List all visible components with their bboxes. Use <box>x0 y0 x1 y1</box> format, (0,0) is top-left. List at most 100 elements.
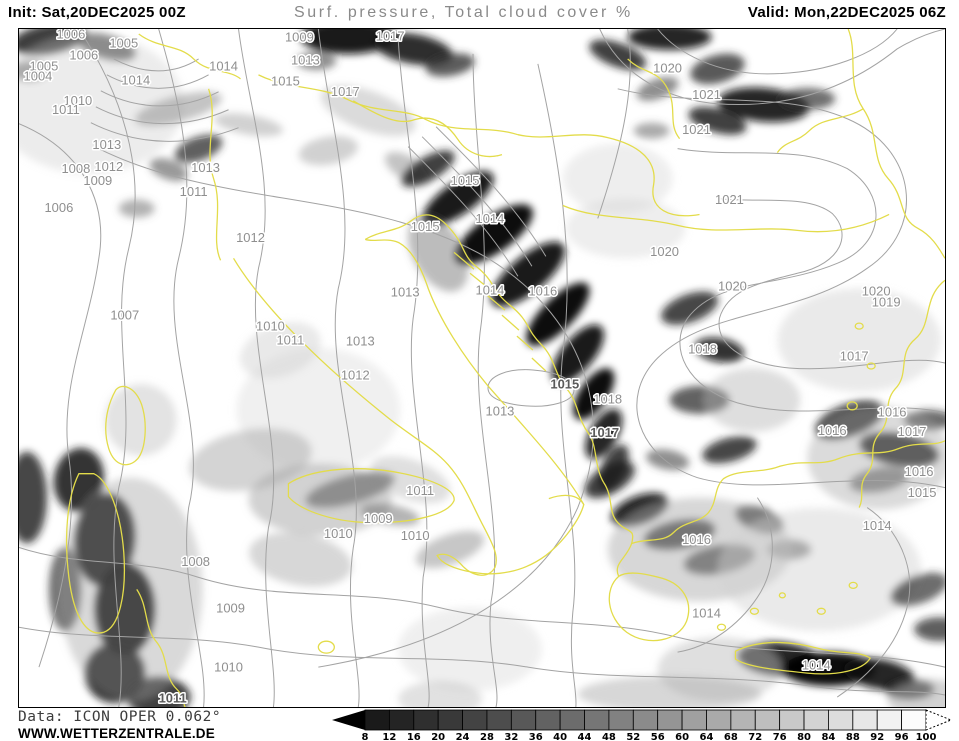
isobar-line <box>238 29 275 707</box>
colorbar-cell <box>803 709 829 731</box>
colorbar-tick-label: 76 <box>773 732 787 741</box>
coastline <box>854 322 864 330</box>
isobar-line <box>472 53 498 707</box>
isobar-line <box>421 136 533 267</box>
map-frame: 1006 1005 1006 1005 1004 1014 1014 1015 1010 1011… <box>18 28 946 708</box>
cloud-blob <box>702 436 757 464</box>
cloud-blob <box>490 241 565 307</box>
coastline <box>603 482 634 577</box>
colorbar-cell <box>876 709 903 731</box>
pressure-label: 1014 <box>802 658 831 673</box>
pressure-label: 1017 <box>331 84 360 99</box>
pressure-label: 1010 <box>401 528 430 543</box>
map-title: Surf. pressure, Total cloud cover % <box>294 4 633 21</box>
coastline <box>816 607 826 615</box>
pressure-label: 1013 <box>191 160 220 175</box>
cloud-blob <box>300 29 397 54</box>
isobar-line <box>677 497 773 653</box>
colorbar-tick-label: 68 <box>724 732 738 741</box>
data-source-label: Data: ICON OPER 0.062° <box>18 709 222 725</box>
cloud-blob <box>249 532 352 587</box>
pressure-label: 1011 <box>276 333 304 348</box>
cloud-blob <box>777 288 942 392</box>
init-time-label: Init: Sat,20DEC2025 00Z <box>8 4 186 21</box>
isobar-line <box>317 29 360 707</box>
pressure-label: 1017 <box>376 29 405 43</box>
coastline <box>846 401 858 411</box>
colorbar-tick-label: 44 <box>578 732 592 741</box>
pressure-label: 1010 <box>63 93 92 108</box>
isobar-line <box>397 38 430 707</box>
pressure-label: 1020 <box>862 284 891 299</box>
isobar-line <box>78 29 136 707</box>
isobar-line <box>836 507 911 698</box>
cloud-cover-layer <box>19 29 945 707</box>
cloud-blob <box>627 29 712 50</box>
pressure-label: 1021 <box>682 122 711 137</box>
pressure-label: 1015 <box>271 73 300 88</box>
colorbar-tick-label: 80 <box>797 732 811 741</box>
coastline <box>364 214 605 483</box>
cloud-blob <box>398 607 542 692</box>
pressure-label: 1020 <box>650 244 679 259</box>
cloud-blob <box>53 447 105 512</box>
cloud-blob <box>118 199 155 218</box>
pressure-label: 1012 <box>341 367 370 382</box>
colorbar-cell <box>779 709 805 731</box>
coastline <box>207 88 222 261</box>
isobar-line <box>597 29 631 219</box>
cloud-blob <box>415 530 485 569</box>
colorbar-cell <box>608 709 634 731</box>
colorbar-tick-label: 84 <box>821 732 835 741</box>
cloud-blob <box>296 51 337 70</box>
cloud-blob <box>360 503 420 526</box>
coastline <box>517 134 700 217</box>
colorbar-tick-label: 48 <box>602 732 616 741</box>
isobar-line <box>95 106 229 125</box>
coastline <box>627 58 681 140</box>
cloud-blob <box>149 157 188 182</box>
pressure-label: 1010 <box>256 319 285 334</box>
cloud-blob <box>407 214 469 292</box>
coastline <box>608 572 690 642</box>
coastline <box>749 607 760 615</box>
cloud-blob <box>585 408 623 459</box>
cloud-blob <box>562 143 673 214</box>
cloud-blob <box>305 471 395 508</box>
cloud-blob <box>577 676 762 707</box>
cloud-blob <box>914 617 945 642</box>
pressure-label: 1015 <box>550 376 579 391</box>
coastline <box>287 468 455 524</box>
coastline <box>258 74 519 136</box>
coastline <box>716 623 727 631</box>
coastline <box>136 588 186 707</box>
colorbar-cell <box>730 709 756 731</box>
isobar-line <box>19 123 102 668</box>
pressure-label: 1012 <box>94 159 123 174</box>
pressure-label: 1005 <box>109 35 138 50</box>
cloud-blob <box>401 150 455 187</box>
colorbar-cell <box>510 709 537 731</box>
valid-time-label: Valid: Mon,22DEC2025 06Z <box>747 4 946 21</box>
pressure-label: 1016 <box>528 284 557 299</box>
isobar-line <box>487 369 575 407</box>
cloud-blob <box>717 507 922 632</box>
isobar-line <box>113 58 199 72</box>
pressure-label: 1007 <box>110 308 139 323</box>
pressure-label: 1019 <box>872 295 901 310</box>
pressure-label: 1011 <box>406 483 434 498</box>
coastline <box>485 293 506 311</box>
coastline <box>858 279 945 508</box>
cloud-blob <box>58 477 203 702</box>
pressure-label: 1021 <box>692 87 721 102</box>
cloud-blob <box>370 456 451 504</box>
pressure-label: 1010 <box>324 526 353 541</box>
isobar-line <box>657 29 898 75</box>
cloud-blob <box>104 383 177 456</box>
pressure-label: 1013 <box>291 52 320 67</box>
cloud-cover-colorbar: 8 12 16 20 24 28 32 36 40 44 48 52 56 60 64 68 72 76 80 84 8… <box>332 709 953 741</box>
colorbar-cell <box>828 709 854 731</box>
colorbar-tick-label: 72 <box>748 732 762 741</box>
coastline <box>65 473 125 634</box>
coastline <box>501 314 520 331</box>
